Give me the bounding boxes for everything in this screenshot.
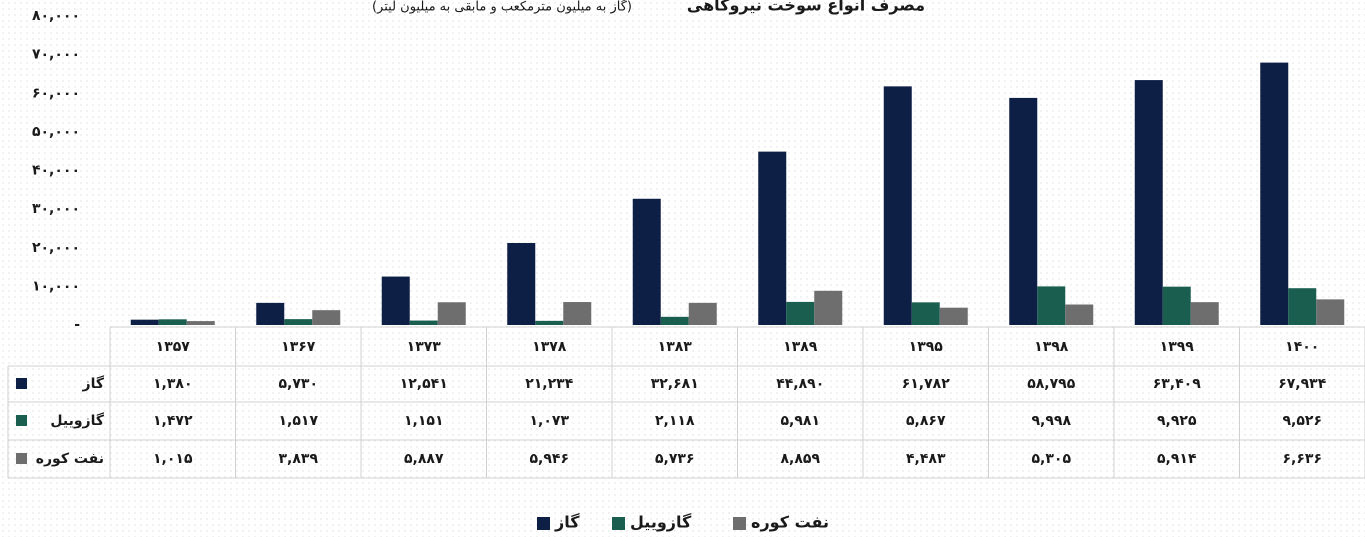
bar: [381, 276, 410, 325]
legend-label: گاز: [554, 513, 580, 532]
legend-swatch: [612, 517, 625, 530]
bar: [1134, 80, 1163, 326]
table-value: ۴,۴۸۳: [906, 451, 946, 467]
table-value: ۱,۴۷۲: [153, 413, 193, 429]
x-tick-label: ۱۳۷۸: [532, 339, 567, 355]
legend-label: نفت کوره: [751, 513, 829, 532]
table-value: ۴۴,۸۹۰: [776, 376, 824, 392]
table-value: ۲,۱۱۸: [655, 413, 695, 429]
bar: [1065, 304, 1094, 325]
x-tick-label: ۱۳۵۷: [156, 339, 191, 355]
chart-title: مصرف انواع سوخت نیروگاهی: [687, 0, 925, 15]
table-value: ۶,۶۳۶: [1283, 451, 1323, 467]
table-value: ۵۸,۷۹۵: [1027, 376, 1075, 392]
bar: [758, 151, 787, 325]
bar: [688, 302, 717, 325]
table-value: ۵,۷۳۰: [279, 376, 319, 392]
y-tick-label: ۶۰,۰۰۰: [32, 85, 80, 101]
table-value: ۵,۸۸۷: [404, 451, 444, 467]
bar: [256, 302, 285, 325]
bar: [437, 302, 466, 325]
table-swatch: [16, 415, 27, 426]
table-value: ۵,۹۸۱: [781, 413, 821, 429]
x-tick-label: ۱۳۶۷: [281, 339, 316, 355]
table-value: ۱,۰۷۳: [530, 413, 570, 429]
y-tick-label: ۱۰,۰۰۰: [32, 278, 80, 294]
bar: [911, 302, 940, 325]
legend-label: گازوییل: [630, 513, 692, 532]
bar: [186, 321, 215, 325]
bar: [786, 301, 815, 325]
bar: [1009, 97, 1038, 325]
bar: [130, 319, 159, 325]
x-tick-label: ۱۳۸۹: [783, 339, 818, 355]
table-value: ۵,۹۴۶: [530, 451, 570, 467]
bar: [939, 307, 968, 325]
bar: [883, 86, 912, 325]
table-value: ۹,۹۹۸: [1032, 413, 1072, 429]
table-value: ۱,۵۱۷: [279, 413, 319, 429]
table-value: ۱,۳۸۰: [153, 376, 193, 392]
bar: [1037, 286, 1066, 325]
y-tick-label: ۳۰,۰۰۰: [32, 201, 80, 217]
table-row-label: گازوییل: [50, 412, 104, 429]
bar: [1316, 299, 1345, 325]
table-value: ۳۲,۶۸۱: [651, 376, 699, 392]
bar: [814, 290, 843, 325]
bar: [312, 310, 341, 325]
table-swatch: [16, 453, 27, 464]
bar: [563, 302, 592, 325]
table-value: ۵,۹۱۴: [1157, 451, 1197, 467]
x-tick-label: ۱۳۹۹: [1160, 339, 1195, 355]
table-value: ۹,۹۲۵: [1157, 413, 1197, 429]
table-value: ۶۱,۷۸۲: [902, 376, 950, 392]
table-value: ۶۷,۹۳۴: [1278, 376, 1326, 392]
legend-swatch: [537, 517, 550, 530]
bar: [632, 198, 661, 325]
bar: [1162, 286, 1191, 325]
table-value: ۵,۳۰۵: [1032, 451, 1072, 467]
y-tick-label: ۵۰,۰۰۰: [32, 124, 80, 140]
legend-swatch: [733, 517, 746, 530]
bar: [1190, 302, 1219, 325]
table-value: ۱۲,۵۴۱: [400, 376, 448, 392]
x-tick-label: ۱۳۷۳: [407, 339, 442, 355]
table-value: ۱,۱۵۱: [404, 413, 444, 429]
x-tick-label: ۱۳۸۳: [658, 339, 693, 355]
bar: [409, 320, 438, 325]
y-tick-label: -: [74, 317, 80, 333]
table-value: ۵,۷۳۶: [655, 451, 695, 467]
bar: [284, 319, 313, 325]
table-row-label: نفت کوره: [36, 451, 104, 467]
table-value: ۵,۸۶۷: [906, 413, 946, 429]
table-borders: [7, 326, 1365, 479]
x-tick-label: ۱۳۹۸: [1034, 339, 1069, 355]
bar: [1288, 288, 1317, 325]
table-row-label: گاز: [82, 375, 105, 392]
y-tick-label: ۸۰,۰۰۰: [32, 8, 80, 24]
table-value: ۱,۰۱۵: [153, 451, 193, 467]
table-value: ۶۳,۴۰۹: [1153, 376, 1201, 392]
bar: [660, 316, 689, 325]
y-tick-label: ۷۰,۰۰۰: [32, 47, 80, 63]
y-tick-label: ۲۰,۰۰۰: [32, 240, 80, 256]
table-value: ۲۱,۲۳۴: [525, 376, 573, 392]
x-tick-label: ۱۴۰۰: [1285, 339, 1319, 355]
bar: [535, 320, 564, 325]
bar: [1260, 62, 1289, 326]
bar: [158, 319, 187, 325]
bar: [507, 242, 536, 325]
y-tick-label: ۴۰,۰۰۰: [32, 163, 80, 179]
chart-subtitle: (گاز به میلیون مترمکعب و مابقی به میلیون…: [372, 0, 632, 15]
table-value: ۸,۸۵۹: [781, 451, 821, 467]
table-value: ۹,۵۲۶: [1283, 413, 1323, 429]
table-value: ۳,۸۳۹: [279, 451, 319, 467]
x-tick-label: ۱۳۹۵: [909, 339, 944, 355]
table-swatch: [16, 378, 27, 389]
